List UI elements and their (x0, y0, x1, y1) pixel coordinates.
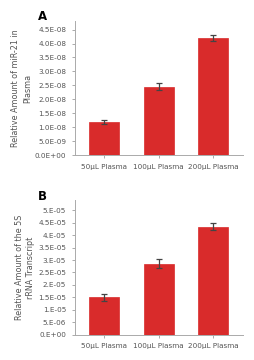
Bar (198, 226, 228, 334)
Bar (144, 87, 174, 155)
Text: B: B (38, 190, 46, 203)
Text: A: A (38, 10, 46, 23)
Y-axis label: Relative Amount of the 5S
rRNA Transcript: Relative Amount of the 5S rRNA Transcrip… (15, 215, 35, 320)
Y-axis label: Relative Amount of miR-21 in
Plasma: Relative Amount of miR-21 in Plasma (11, 30, 32, 147)
Bar (89, 297, 119, 334)
Bar (198, 38, 228, 155)
Bar (144, 264, 174, 334)
Bar (89, 122, 119, 155)
